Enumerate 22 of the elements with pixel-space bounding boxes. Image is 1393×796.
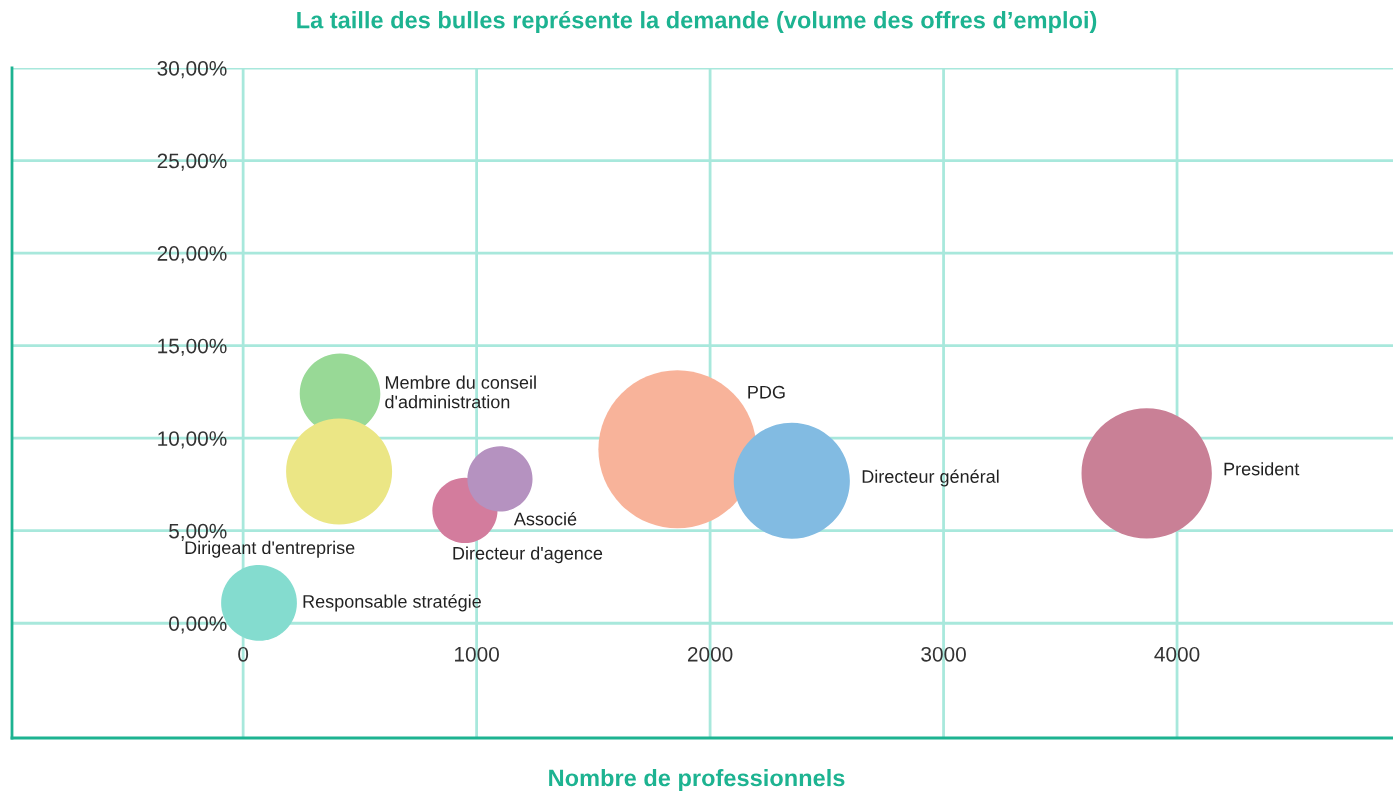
x-tick-label: 3000 — [921, 646, 966, 662]
y-tick-label: 20,00% — [157, 246, 227, 264]
y-tick-label: 25,00% — [157, 153, 227, 171]
y-tick-label: 10,00% — [158, 431, 227, 449]
series-label: Directeur général — [862, 469, 999, 487]
x-tick-label: 1000 — [455, 646, 499, 662]
series-label: Membre du conseil d'administration — [385, 375, 536, 409]
series-label: Directeur d'agence — [453, 546, 603, 564]
x-axis-title: Nombre de professionnels — [549, 768, 845, 792]
series-label: PDG — [748, 385, 785, 399]
x-tick-label: 0 — [238, 646, 249, 662]
y-tick-label: 15,00% — [158, 338, 227, 356]
series-label: Dirigeant d'entreprise — [185, 540, 355, 558]
y-tick-label: 30,00% — [157, 61, 227, 79]
y-tick-label: 0,00% — [169, 616, 227, 634]
y-tick-label: 5,00% — [169, 523, 227, 541]
chart-title: La taille des bulles représente la demande (volume des offres d’emploi) — [297, 10, 1097, 34]
series-label: President — [1224, 462, 1300, 476]
series-label: Responsable stratégie — [303, 594, 481, 612]
x-tick-label: 2000 — [687, 646, 733, 662]
x-tick-label: 4000 — [1154, 646, 1200, 662]
series-label: Associé — [513, 511, 577, 526]
